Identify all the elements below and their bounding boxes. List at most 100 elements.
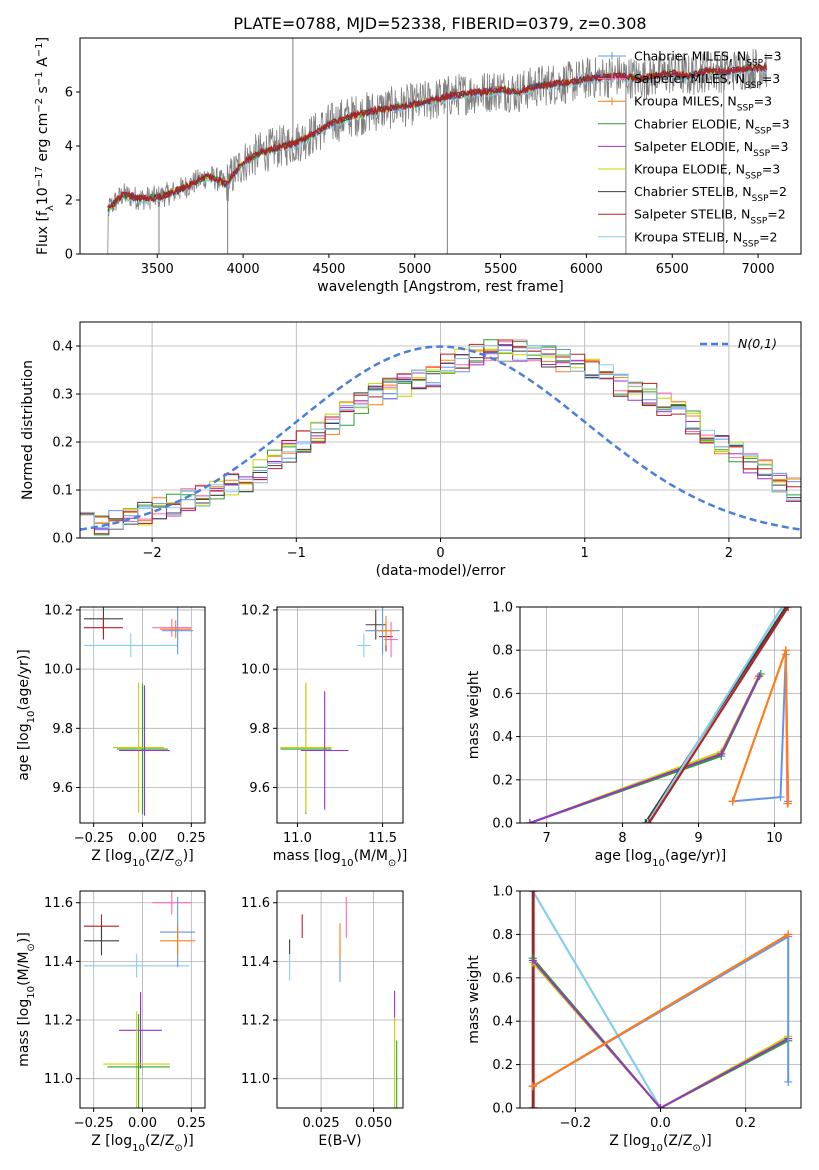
x-axis-label: (data-model)/error: [376, 563, 506, 579]
axes-spectrum: 3500 4000 4500 5000 5500 6000 6500 7000 0 2 4 6 wave…: [34, 37, 802, 295]
x-tick-label: 8: [618, 831, 626, 846]
weight-marker-kr_miles: [784, 799, 793, 808]
gridlines: [277, 607, 403, 823]
x-tick-label: −2: [143, 546, 162, 561]
x-axis-label: age [log10(age/yr)]: [595, 848, 726, 869]
legend-label-cb_miles: Chabrier MILES, NSSP=3: [634, 49, 782, 69]
y-tick-label: 11.6: [44, 896, 73, 911]
y-tick-label: 0.2: [492, 773, 513, 788]
axes-frame: [79, 606, 206, 824]
gridlines: [520, 890, 801, 1109]
y-tick-label: 0.8: [492, 928, 513, 943]
y-tick-label: 0.8: [492, 644, 513, 659]
x-tick-label: 5500: [484, 262, 517, 277]
weight-line-kr_miles: [532, 933, 789, 1088]
y-tick-label: 0: [65, 248, 73, 263]
x-tick-label: 11.5: [368, 831, 397, 846]
y-tick-label: 0.2: [52, 436, 73, 451]
x-tick-label: −0.2: [560, 1116, 592, 1131]
y-tick-label: 2: [65, 194, 73, 209]
axes-frame: [519, 606, 802, 824]
weight-marker-sp_stelib: [784, 607, 793, 611]
y-tick-label: 0.3: [52, 388, 73, 403]
plot-area: [528, 891, 793, 1108]
x-axis-label: Z [log10(Z/Z⊙)]: [91, 1133, 193, 1154]
y-axis-label: Normed distribution: [20, 360, 36, 500]
y-tick-label: 11.6: [241, 896, 270, 911]
x-tick-label: 0.050: [355, 1116, 392, 1131]
x-tick-label: −0.25: [74, 831, 114, 846]
y-tick-label: 11.2: [241, 1014, 270, 1029]
legend-label-sp_stelib: Salpeter STELIB, NSSP=2: [634, 207, 786, 227]
gridlines: [520, 606, 801, 824]
x-tick-label: 6000: [570, 262, 603, 277]
weight-marker-sp_stelib: [529, 891, 538, 895]
axes-weight_vs_Z: −0.2 0.0 0.2 0.0 0.2 0.4 0.6 0.8 1.0 Z [log10(Z/Z…: [466, 885, 802, 1154]
axes-mass_vs_ebv: 0.025 0.050 11.0 11.2 11.4 11.6 E(B-V): [241, 890, 404, 1149]
x-tick-label: 0.00: [128, 831, 157, 846]
weight-marker-sp_elodie: [528, 956, 537, 965]
x-tick-label: 3500: [141, 262, 174, 277]
x-tick-label: 9: [694, 831, 702, 846]
y-tick-label: 10.2: [44, 603, 73, 618]
axes-residuals: −2 −1 0 1 2 0.0 0.1 0.2 0.3 0.4 (data-model)/error…: [20, 321, 802, 579]
weight-marker-kr_stelib: [778, 607, 787, 611]
x-tick-label: 0.2: [735, 1116, 756, 1131]
weight-marker-kr_miles: [728, 797, 737, 806]
legend-label-normal: N(0,1): [738, 336, 777, 351]
x-tick-label: 11.0: [283, 831, 312, 846]
weight-marker-sp_elodie: [717, 749, 726, 758]
weight-line-sp_elodie: [532, 959, 789, 1108]
y-tick-label: 9.8: [249, 722, 270, 737]
legend-label-kr_miles: Kroupa MILES, NSSP=3: [634, 94, 772, 114]
x-tick-label: 0.25: [177, 831, 206, 846]
legend-label-sp_elodie: Salpeter ELODIE, NSSP=3: [634, 139, 788, 159]
x-tick-label: 5000: [398, 262, 431, 277]
x-tick-label: 2: [725, 546, 733, 561]
x-axis-label: Z [log10(Z/Z⊙)]: [609, 1133, 711, 1154]
weight-line-kr_stelib: [531, 891, 662, 1108]
axes-frame: [79, 321, 802, 539]
x-tick-label: 0.0: [650, 1116, 671, 1131]
y-axis-label: mass [log10(M/M⊙)]: [16, 932, 37, 1067]
x-tick-label: −1: [287, 546, 306, 561]
y-tick-label: 4: [65, 140, 73, 155]
y-tick-label: 1.0: [492, 885, 513, 900]
weight-marker-kr_miles: [781, 646, 790, 655]
plot-area: [83, 891, 196, 1108]
y-axis-label: mass weight: [466, 670, 482, 759]
axes-mass_vs_Z: −0.25 0.00 0.25 11.0 11.2 11.4 11.6 Z [log10(Z/…: [16, 890, 206, 1154]
legend-label-kr_stelib: Kroupa STELIB, NSSP=2: [634, 229, 778, 249]
weight-marker-kr_miles: [528, 1082, 537, 1091]
weight-marker-sp_elodie: [656, 1104, 665, 1108]
y-tick-label: 11.4: [241, 955, 270, 970]
weight-marker-cb_miles: [776, 793, 785, 802]
y-axis-label: mass weight: [466, 955, 482, 1044]
plot-area: [525, 607, 793, 823]
y-tick-label: 0.0: [492, 1102, 513, 1117]
x-tick-label: 7: [542, 831, 550, 846]
legend-label-kr_elodie: Kroupa ELODIE, NSSP=3: [634, 162, 780, 182]
y-tick-label: 10.2: [241, 603, 270, 618]
x-tick-label: 10: [766, 831, 783, 846]
y-tick-label: 11.0: [241, 1072, 270, 1087]
weight-marker-sp_elodie: [525, 819, 534, 823]
weight-marker-sp_stelib: [645, 819, 654, 823]
axes-frame: [519, 890, 802, 1109]
y-axis-label: age [log10(age/yr)]: [16, 649, 37, 780]
y-tick-label: 0.4: [492, 730, 513, 745]
y-axis-label: Flux [fλ10−17 erg cm−2 s−1 A−1]: [34, 37, 56, 255]
x-tick-label: 4500: [312, 262, 345, 277]
x-axis-label: Z [log10(Z/Z⊙)]: [91, 848, 193, 869]
plot-area: [80, 339, 801, 536]
x-tick-label: 4000: [227, 262, 260, 277]
legend-label-cb_elodie: Chabrier ELODIE, NSSP=3: [634, 116, 790, 136]
y-tick-label: 10.0: [44, 663, 73, 678]
axes-age_vs_Z: −0.25 0.00 0.25 9.6 9.8 10.0 10.2 Z [log10(Z/Z⊙…: [16, 603, 206, 868]
y-tick-label: 9.6: [249, 781, 270, 796]
y-tick-label: 0.4: [492, 1015, 513, 1030]
normal-curve: [80, 345, 801, 531]
y-tick-label: 1.0: [492, 601, 513, 616]
weight-line-kr_stelib: [646, 607, 783, 823]
